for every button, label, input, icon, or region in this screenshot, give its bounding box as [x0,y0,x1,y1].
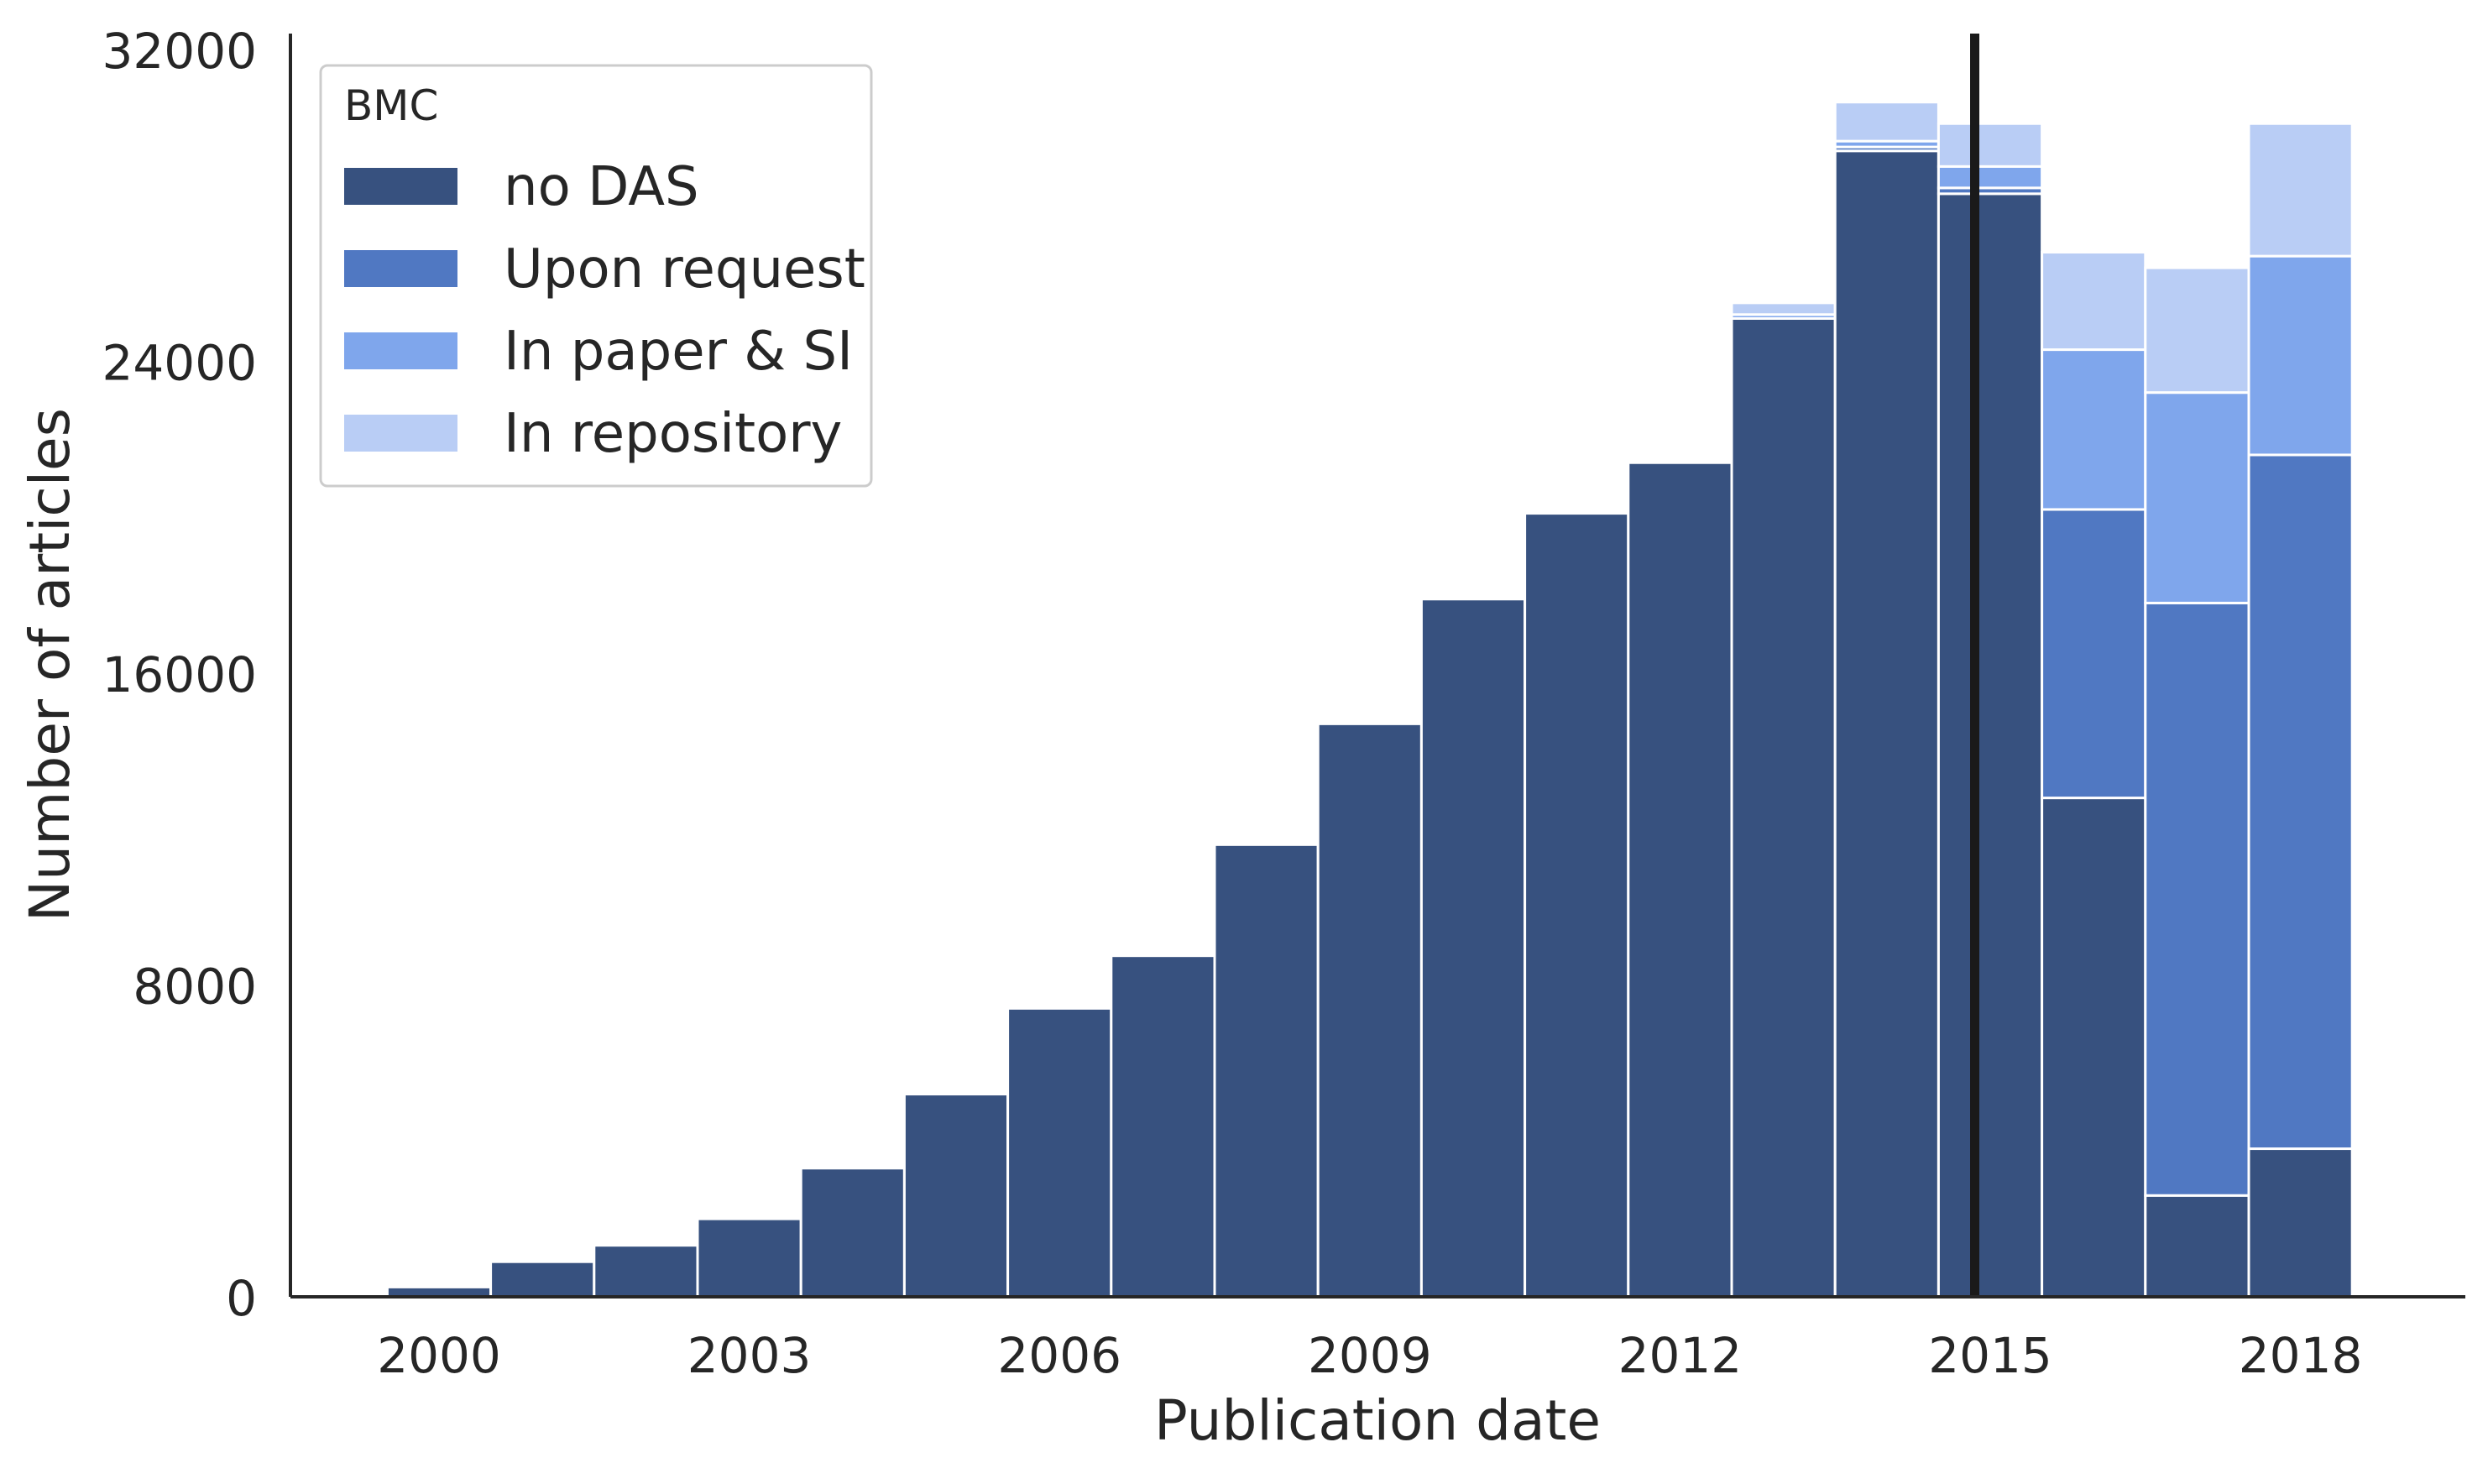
y-tick-label: 0 [226,1270,257,1327]
legend-items: no DAS Upon request In paper & SI In reposi… [344,156,865,465]
bar-2018-series-0 [2247,1147,2354,1298]
bar-2003-series-0 [696,1217,802,1298]
x-tick-label: 2018 [2239,1327,2363,1384]
legend: BMC no DAS Upon request In paper & SI In re… [319,64,873,488]
x-tick-label: 2009 [1308,1327,1432,1384]
bar-2008-series-0 [1213,843,1320,1298]
bar-2018-series-2 [2247,254,2354,457]
bar-2013-series-0 [1730,316,1837,1298]
y-tick-label: 8000 [133,959,257,1016]
axes-layer [289,34,2465,1298]
bar-2016-series-0 [2041,797,2147,1298]
x-tick-label: 2003 [687,1327,812,1384]
legend-label: In repository [504,403,842,465]
bar-2014-series-0 [1833,149,1940,1298]
bar-2004-series-0 [799,1167,906,1298]
bar-2018-series-3 [2247,122,2354,258]
bar-2002-series-0 [593,1244,699,1298]
bar-2015-series-3 [1937,122,2044,168]
legend-swatch [344,250,457,287]
bar-2017-series-2 [2144,391,2250,604]
y-tick-label: 32000 [102,23,257,80]
y-tick-label: 24000 [102,335,257,392]
legend-title: BMC [344,81,438,130]
y-axis-label: Number of articles [18,408,82,922]
y-tick-labels: 0 8000 16000 24000 32000 [102,23,257,1327]
bar-2005-series-0 [902,1093,1010,1298]
legend-label: Upon request [504,238,865,300]
bar-2007-series-0 [1110,954,1216,1298]
bar-2015-series-0 [1937,192,2044,1298]
bar-2016-series-1 [2041,508,2147,800]
legend-frame [319,64,873,488]
bar-2010-series-0 [1419,598,1527,1298]
x-tick-label: 2012 [1618,1327,1743,1384]
legend-swatch [344,415,457,452]
bar-2011-series-0 [1524,512,1630,1298]
bar-2009-series-0 [1316,722,1423,1298]
bar-2013-series-3 [1730,301,1837,316]
bar-2006-series-0 [1006,1006,1113,1298]
bar-2017-series-1 [2144,601,2250,1197]
x-tick-label: 2006 [997,1327,1121,1384]
bars-layer [385,101,2354,1298]
x-tick-label: 2015 [1928,1327,2052,1384]
legend-label: no DAS [504,156,699,218]
bar-2014-series-3 [1833,101,1940,143]
legend-swatch [344,332,457,369]
y-tick-label: 16000 [102,646,257,703]
bar-2016-series-3 [2041,250,2147,352]
x-tick-labels: 2000 2003 2006 2009 2012 2015 2018 [377,1327,2362,1384]
x-axis-label: Publication date [1154,1388,1601,1453]
legend-swatch [344,168,457,205]
bar-2016-series-2 [2041,348,2147,511]
bar-2001-series-0 [489,1260,596,1298]
x-tick-label: 2000 [377,1327,501,1384]
bar-2018-series-1 [2247,453,2354,1151]
bar-2015-series-2 [1937,165,2044,190]
bar-2012-series-0 [1627,461,1733,1298]
bar-2017-series-0 [2144,1194,2250,1298]
bar-2017-series-3 [2144,266,2250,395]
legend-label: In paper & SI [504,321,853,383]
